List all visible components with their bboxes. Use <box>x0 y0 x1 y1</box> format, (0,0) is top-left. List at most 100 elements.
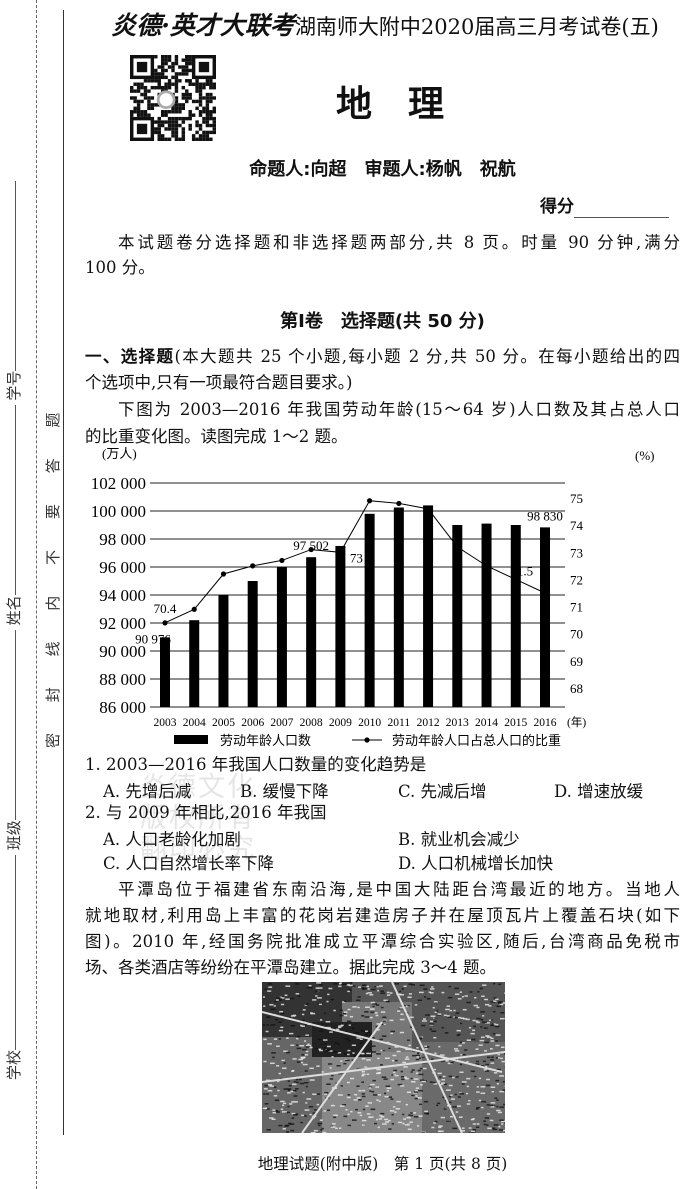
roof-tile <box>296 1061 301 1063</box>
roof-tile <box>433 1122 437 1124</box>
q2-option-a[interactable]: A. 人口老龄化加剧 <box>103 830 241 849</box>
roof-tile <box>499 1003 504 1006</box>
roof-tile <box>307 986 313 989</box>
qr-module <box>188 79 192 83</box>
roof-tile <box>495 1079 500 1082</box>
roof-tile <box>316 997 322 999</box>
qr-module <box>157 82 161 86</box>
field-class-blank[interactable] <box>14 630 16 821</box>
q1-option-d[interactable]: D. 增速放缓 <box>554 782 644 801</box>
roof-tile <box>499 1106 505 1108</box>
qr-module <box>198 137 203 141</box>
field-school-blank[interactable] <box>14 854 16 1050</box>
roof-tile <box>370 1011 375 1014</box>
qr-module <box>147 79 151 83</box>
qr-module <box>160 72 165 76</box>
roof-tile <box>411 1094 415 1097</box>
roof-tile <box>264 1103 269 1105</box>
qr-module <box>198 82 203 86</box>
roof-tile <box>446 1005 451 1007</box>
roof-tile <box>468 1127 472 1129</box>
roof-tile <box>471 1132 476 1133</box>
roof-tile <box>366 1052 372 1055</box>
roof-tile <box>293 1114 298 1116</box>
q2-option-b[interactable]: B. 就业机会减少 <box>398 830 520 849</box>
qr-module <box>164 58 168 62</box>
roof-tile <box>497 1053 501 1056</box>
qr-module <box>147 113 151 117</box>
roof-tile <box>309 1113 312 1116</box>
roof-tile <box>301 1025 305 1027</box>
margin-student-fields: 学校 班级 姓名 学号 <box>3 180 24 1080</box>
qr-module <box>164 82 168 86</box>
qr-module <box>174 72 179 76</box>
roof-tile <box>283 1088 288 1090</box>
roof-tile <box>282 1128 286 1130</box>
field-id-blank[interactable] <box>14 180 16 371</box>
qr-code[interactable] <box>130 55 216 141</box>
q1-option-b[interactable]: B. 缓慢下降 <box>240 782 329 801</box>
roof-tile <box>339 1014 344 1017</box>
roof-tile <box>504 992 505 994</box>
roof-tile <box>276 1111 281 1113</box>
qr-module <box>147 99 151 104</box>
roof-tile <box>367 1102 373 1104</box>
roof-tile <box>401 1078 405 1081</box>
score-blank[interactable] <box>574 197 669 218</box>
q1-option-c[interactable]: C. 先减后增 <box>398 782 487 801</box>
roof-tile <box>276 1065 280 1067</box>
roof-tile <box>330 1126 336 1128</box>
roof-tile <box>267 1084 272 1086</box>
roof-tile <box>383 1118 389 1121</box>
qr-module <box>188 123 192 128</box>
q2-option-c[interactable]: C. 人口自然增长率下降 <box>103 854 275 873</box>
roof-tile <box>487 1127 492 1130</box>
roof-tile <box>281 1111 287 1113</box>
roof-tile <box>320 1129 323 1131</box>
qr-module <box>181 96 186 100</box>
roof-tile <box>326 1045 331 1048</box>
qr-module <box>154 127 158 131</box>
qr-module <box>181 127 186 131</box>
roof-tile <box>404 1058 410 1060</box>
roof-tile <box>274 1000 278 1003</box>
roof-tile <box>305 1003 309 1006</box>
qr-module <box>174 85 179 90</box>
q2-option-d[interactable]: D. 人口机械增长加快 <box>398 854 554 873</box>
roof-tile <box>500 1012 505 1014</box>
roof-tile <box>445 1060 449 1062</box>
roof-tile <box>368 1087 372 1089</box>
roof-tile <box>397 1010 401 1012</box>
roof-tile <box>422 1067 427 1070</box>
roof-tile <box>433 1068 436 1071</box>
field-name-blank[interactable] <box>14 405 16 596</box>
q1-option-a[interactable]: A. 先增后减 <box>103 782 192 801</box>
roof-tile <box>392 1106 396 1108</box>
qr-module <box>198 85 203 90</box>
roof-tile <box>480 1011 485 1013</box>
roof-tile <box>498 1129 504 1131</box>
roof-tile <box>497 1057 501 1059</box>
roof-tile <box>326 1026 331 1029</box>
qr-module <box>167 79 172 83</box>
qr-module <box>205 92 210 97</box>
roof-tile <box>289 1123 295 1125</box>
qr-module <box>195 82 199 86</box>
roof-tile <box>286 1131 290 1133</box>
roof-tile <box>267 990 272 992</box>
qr-module <box>157 134 161 138</box>
roof-tile <box>273 1005 276 1007</box>
roof-tile <box>290 1090 296 1093</box>
roof-tile <box>306 1044 312 1047</box>
ratio-point-2005 <box>220 571 227 577</box>
dotted-cut-line <box>36 0 37 1189</box>
roof-tile <box>442 1083 447 1086</box>
roof-tile <box>493 1072 498 1074</box>
roof-tile <box>413 1112 417 1114</box>
field-id-label: 学号 <box>5 370 23 401</box>
roof-tile <box>480 1018 484 1021</box>
roof-tile <box>288 1122 292 1125</box>
roof-tile <box>312 1112 317 1114</box>
right-tick-label: 68 <box>570 681 583 696</box>
roof-tile <box>347 1124 352 1127</box>
